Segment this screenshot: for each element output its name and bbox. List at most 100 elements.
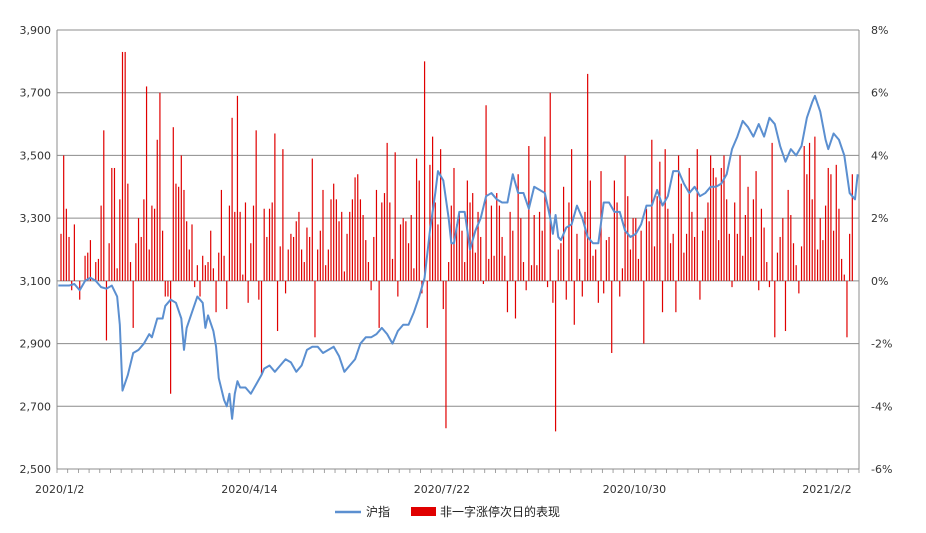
bar [119,199,121,281]
bar [405,221,407,281]
bar [124,51,126,281]
bar [576,233,578,281]
bar [589,180,591,281]
right-tick-label: -6% [871,463,892,476]
bar [835,164,837,281]
bar [63,155,65,281]
bar [752,199,755,281]
bar [314,280,316,338]
bar [116,268,118,281]
bar [89,240,92,281]
bar [851,174,853,281]
bar [333,183,335,281]
bar [218,252,220,281]
bar [434,202,436,281]
bar [231,117,233,281]
bar [637,258,640,281]
bar [271,202,273,281]
bar [100,205,102,281]
bar [776,252,779,281]
bar [782,218,784,281]
bar [520,218,522,281]
bar [538,211,541,281]
bar [798,280,800,294]
bar [282,149,284,281]
right-tick-label: 2% [871,212,888,225]
bar [394,152,396,281]
bar [656,196,658,281]
bar [734,202,736,281]
bar [423,61,426,281]
plot-area [57,30,859,469]
bar [402,218,404,281]
bar [113,167,116,281]
bar [482,280,484,284]
bar [843,274,845,281]
left-tick-label: 3,300 [20,212,52,225]
bar [771,142,773,281]
bar [108,243,110,281]
bar [346,233,348,281]
bar [226,280,228,310]
left-tick-label: 3,500 [20,149,52,162]
bar [464,262,466,281]
right-tick-label: 6% [871,87,888,100]
bar [442,280,444,310]
bar [121,51,124,281]
bar [595,249,597,281]
bar [244,202,247,281]
bar [247,280,249,303]
bar [755,171,757,281]
bar [362,215,364,281]
bar [841,258,843,281]
x-tick-label: 2020/7/22 [414,483,470,496]
bar [266,236,268,281]
bar [704,218,706,281]
x-tick-label: 2020/10/30 [603,483,666,496]
bar [728,233,730,281]
bar [685,233,688,281]
bar [220,189,223,281]
bar [429,164,431,281]
x-tick-label: 2020/1/2 [35,483,84,496]
bar [239,211,241,281]
bar [65,208,67,281]
bar [354,177,356,281]
bar [413,268,415,281]
bar [255,130,257,281]
bar [774,280,776,338]
bar [73,224,75,281]
bar [726,199,728,281]
bar [327,249,329,281]
bar [720,167,722,281]
bar [693,236,696,281]
bar [309,236,311,281]
bar [747,186,749,281]
bar [627,196,629,281]
bar [153,208,156,281]
bar [210,230,212,281]
bar [223,255,225,281]
bar [514,280,517,319]
bar [525,280,527,291]
bar [164,280,166,297]
bar [744,215,746,281]
bar [493,255,495,281]
bar [779,236,781,281]
bar [811,199,813,281]
line-path [58,94,859,420]
bar [445,280,447,429]
bar [301,249,303,281]
bar [111,167,113,281]
bar [557,249,559,281]
bar [680,183,682,281]
legend-bar-swatch [411,507,436,516]
bar [787,189,789,281]
bar [212,268,214,281]
bar [330,199,332,281]
bar [554,280,557,432]
bar [279,246,281,281]
bar [667,208,669,281]
bar [546,280,549,288]
bar [148,249,150,281]
